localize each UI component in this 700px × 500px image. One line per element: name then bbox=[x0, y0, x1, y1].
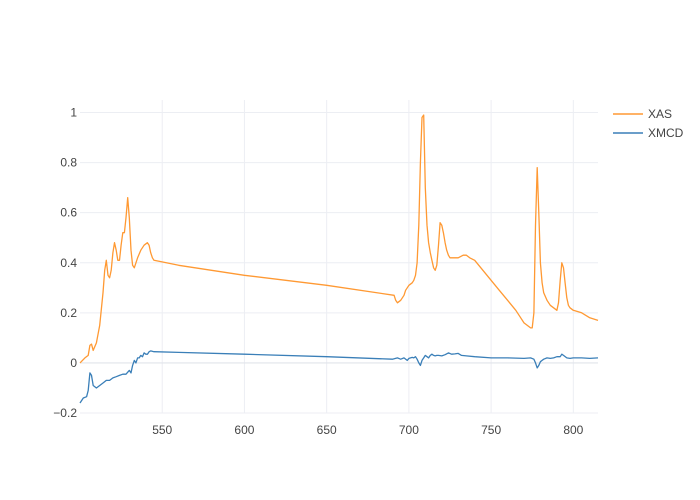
y-tick-label: 0.6 bbox=[60, 206, 77, 220]
series-line-xas bbox=[79, 114, 599, 364]
y-tick-label: 1 bbox=[70, 106, 77, 120]
x-axis-ticks: 550 600 650 700 750 800 bbox=[152, 423, 583, 437]
x-tick-label: 800 bbox=[563, 423, 583, 437]
y-tick-label: 0 bbox=[70, 356, 77, 370]
legend-label: XAS bbox=[648, 107, 672, 121]
legend[interactable]: XAS XMCD bbox=[613, 107, 684, 140]
plot-area bbox=[79, 114, 599, 404]
y-axis-ticks: −0.2 0 0.2 0.4 0.6 0.8 1 bbox=[53, 106, 77, 420]
x-tick-label: 700 bbox=[399, 423, 419, 437]
y-tick-label: 0.2 bbox=[60, 306, 77, 320]
x-tick-label: 650 bbox=[317, 423, 337, 437]
x-tick-label: 600 bbox=[234, 423, 254, 437]
series-line-xmcd bbox=[79, 350, 599, 404]
legend-item-xas[interactable]: XAS bbox=[613, 107, 672, 121]
y-tick-label: 0.4 bbox=[60, 256, 77, 270]
x-tick-label: 550 bbox=[152, 423, 172, 437]
legend-label: XMCD bbox=[648, 126, 684, 140]
y-tick-label: −0.2 bbox=[53, 406, 77, 420]
legend-item-xmcd[interactable]: XMCD bbox=[613, 126, 684, 140]
grid bbox=[80, 100, 598, 414]
x-tick-label: 750 bbox=[481, 423, 501, 437]
y-tick-label: 0.8 bbox=[60, 156, 77, 170]
